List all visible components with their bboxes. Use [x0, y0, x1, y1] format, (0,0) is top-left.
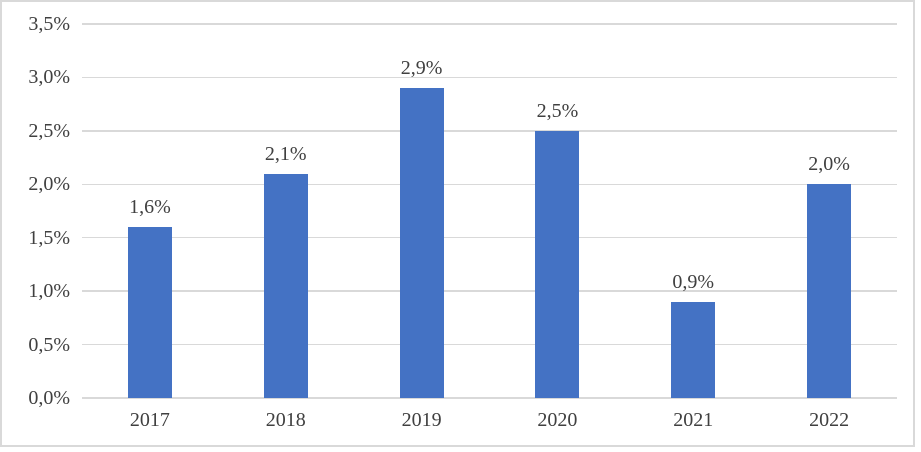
gridline	[82, 290, 897, 292]
gridline	[82, 76, 897, 79]
x-axis-label-2022: 2022	[809, 409, 850, 431]
bar-2022	[807, 184, 852, 398]
data-label-2020: 2,5%	[536, 99, 579, 122]
bar-2020	[535, 130, 580, 398]
y-axis-tick-label: 3,0%	[28, 66, 70, 89]
bar-2019	[399, 88, 444, 398]
gridline	[82, 397, 897, 399]
y-axis-tick-label: 1,5%	[28, 226, 70, 249]
y-axis-tick-label: 3,5%	[28, 13, 70, 35]
bar-2021	[671, 301, 716, 398]
x-axis-label-2020: 2020	[537, 409, 578, 431]
gridline	[82, 343, 897, 346]
bar-2017	[127, 227, 172, 398]
gridline	[82, 236, 897, 239]
data-label-2021: 0,9%	[672, 270, 715, 293]
y-axis-tick-label: 2,5%	[28, 119, 70, 142]
gridline	[82, 183, 897, 186]
x-axis-label-2017: 2017	[129, 409, 170, 431]
gridline	[82, 23, 897, 25]
y-axis-tick-label: 0,0%	[28, 387, 70, 409]
x-axis-label-2019: 2019	[401, 409, 442, 431]
gridline	[82, 130, 897, 132]
y-axis-tick-label: 1,0%	[28, 280, 70, 303]
data-label-2017: 1,6%	[129, 196, 171, 219]
y-axis-tick-label: 2,0%	[28, 173, 70, 196]
y-axis-tick-label: 0,5%	[28, 333, 70, 356]
x-axis-label-2021: 2021	[673, 409, 714, 431]
x-axis-label-2018: 2018	[265, 409, 306, 431]
data-label-2018: 2,1%	[264, 142, 307, 165]
data-label-2019: 2,9%	[400, 57, 443, 80]
data-label-2022: 2,0%	[808, 153, 850, 176]
bar-2018	[263, 173, 308, 398]
